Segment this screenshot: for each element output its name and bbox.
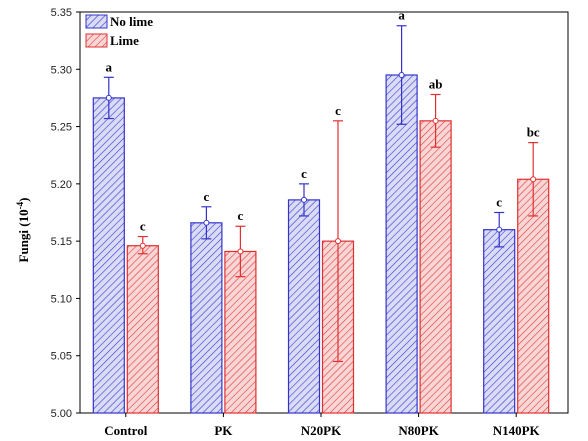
y-tick-label: 5.20 xyxy=(51,179,72,191)
mean-marker xyxy=(530,176,537,183)
significance-label: c xyxy=(140,219,146,234)
x-tick-label: N140PK xyxy=(493,423,541,438)
significance-label: c xyxy=(301,166,307,181)
x-tick-label: N80PK xyxy=(398,423,439,438)
y-axis-title-suffix: ) xyxy=(16,198,31,202)
y-axis-title-main: Fungi (10 xyxy=(16,209,31,262)
legend-label-lime: Lime xyxy=(110,33,139,48)
y-tick-label: 5.00 xyxy=(51,408,72,420)
bar xyxy=(92,97,125,414)
x-axis: Control PK N20PK N80PK N140PK xyxy=(104,413,541,438)
y-tick-label: 5.15 xyxy=(51,236,72,248)
bar xyxy=(190,222,223,414)
mean-marker xyxy=(432,117,439,124)
x-tick-label: Control xyxy=(104,423,147,438)
bar xyxy=(224,250,257,414)
legend-label-no-lime: No lime xyxy=(110,14,153,29)
y-axis-title: Fungi (10-4) xyxy=(15,198,31,263)
significance-label: a xyxy=(398,8,405,23)
significance-label: c xyxy=(496,195,502,210)
mean-marker xyxy=(203,219,210,226)
significance-label: c xyxy=(335,103,341,118)
significance-label: ab xyxy=(429,76,443,91)
y-tick-label: 5.35 xyxy=(51,7,72,19)
significance-label: bc xyxy=(527,125,540,140)
mean-marker xyxy=(139,242,146,249)
bar xyxy=(126,245,159,414)
mean-marker xyxy=(398,72,405,79)
x-tick-label: N20PK xyxy=(301,423,342,438)
mean-marker xyxy=(301,196,307,203)
y-tick-label: 5.30 xyxy=(51,64,72,76)
significance-label: c xyxy=(238,208,244,223)
error-bars xyxy=(103,25,539,363)
legend: No lime Lime xyxy=(85,14,153,48)
bars xyxy=(92,74,550,414)
mean-marker xyxy=(237,248,244,255)
legend-swatch-no-lime xyxy=(85,14,108,29)
significance-label: a xyxy=(106,59,113,74)
significance-labels: a c c c c c a ab c bc xyxy=(106,8,540,234)
bar xyxy=(419,120,452,414)
x-tick-label: PK xyxy=(214,423,233,438)
bar xyxy=(287,199,321,414)
mean-marker xyxy=(335,238,341,245)
legend-swatch-lime xyxy=(85,33,108,48)
significance-label: c xyxy=(204,189,210,204)
y-axis: 5.00 5.05 5.10 5.15 5.20 5.25 5.30 5.35 xyxy=(51,7,80,420)
y-axis-title-exponent: -4 xyxy=(15,201,25,209)
y-tick-label: 5.10 xyxy=(51,293,72,305)
y-tick-label: 5.25 xyxy=(51,122,72,134)
y-tick-label: 5.05 xyxy=(51,351,72,363)
bar xyxy=(385,74,418,414)
mean-marker xyxy=(105,94,112,101)
mean-marker xyxy=(496,226,503,233)
bar xyxy=(483,229,516,414)
